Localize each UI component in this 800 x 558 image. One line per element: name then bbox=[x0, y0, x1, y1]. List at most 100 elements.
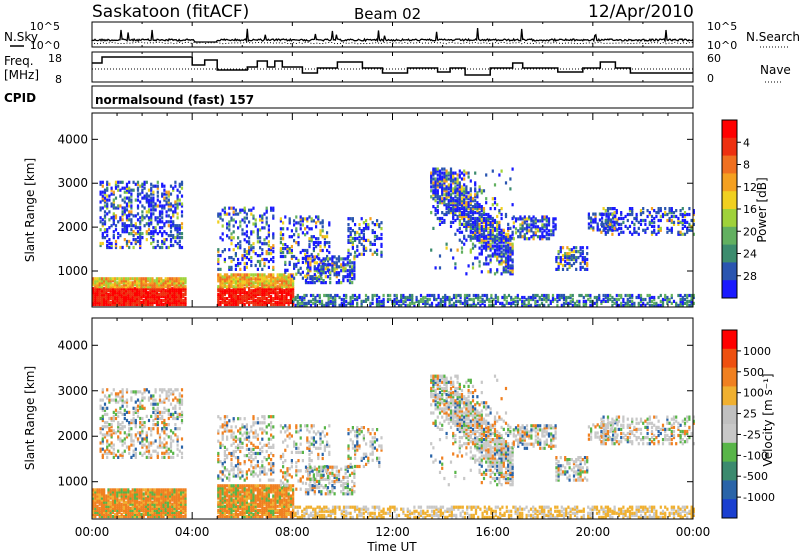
heatmap-cell bbox=[453, 302, 455, 305]
heatmap-cell bbox=[671, 227, 673, 230]
heatmap-cell bbox=[141, 197, 143, 200]
heatmap-cell bbox=[307, 281, 309, 284]
heatmap-cell bbox=[347, 261, 349, 264]
heatmap-cell bbox=[441, 172, 443, 175]
heatmap-cell bbox=[166, 197, 168, 200]
heatmap-cell bbox=[510, 296, 512, 299]
heatmap-cell bbox=[503, 245, 505, 248]
heatmap-cell bbox=[144, 224, 146, 227]
heatmap-cell bbox=[146, 181, 148, 184]
heatmap-cell bbox=[176, 277, 178, 280]
heatmap-cell bbox=[563, 294, 565, 297]
heatmap-cell bbox=[573, 262, 575, 265]
heatmap-cell bbox=[396, 294, 398, 297]
heatmap-cell bbox=[289, 247, 291, 250]
heatmap-cell bbox=[651, 219, 653, 222]
heatmap-cell bbox=[589, 300, 591, 303]
heatmap-cell bbox=[620, 223, 622, 226]
heatmap-cell bbox=[629, 207, 631, 210]
heatmap-cell bbox=[122, 199, 124, 202]
heatmap-cell bbox=[409, 302, 411, 305]
heatmap-cell bbox=[446, 185, 448, 188]
heatmap-cell bbox=[230, 289, 232, 292]
heatmap-cell bbox=[322, 225, 324, 228]
heatmap-cell bbox=[180, 277, 182, 280]
heatmap-cell bbox=[573, 250, 575, 253]
heatmap-cell bbox=[237, 505, 239, 508]
heatmap-cell bbox=[578, 300, 580, 303]
heatmap-cell bbox=[501, 229, 503, 232]
heatmap-cell bbox=[688, 229, 690, 232]
heatmap-cell bbox=[407, 296, 409, 299]
heatmap-cell bbox=[144, 181, 146, 184]
heatmap-cell bbox=[660, 219, 662, 222]
power-ylabel: Slant Range [km] bbox=[23, 158, 37, 262]
heatmap-cell bbox=[268, 273, 270, 276]
heatmap-cell bbox=[509, 243, 511, 246]
heatmap-cell bbox=[103, 277, 105, 280]
heatmap-cell bbox=[162, 279, 164, 282]
heatmap-cell bbox=[345, 263, 347, 266]
heatmap-cell bbox=[439, 223, 441, 226]
heatmap-cell bbox=[669, 298, 671, 301]
heatmap-cell bbox=[112, 488, 114, 491]
heatmap-cell bbox=[178, 277, 180, 280]
heatmap-cell bbox=[151, 488, 153, 491]
heatmap-cell bbox=[94, 277, 96, 280]
heatmap-cell bbox=[380, 243, 382, 246]
heatmap-cell bbox=[528, 237, 530, 240]
heatmap-cell bbox=[259, 260, 261, 263]
heatmap-cell bbox=[636, 231, 638, 234]
heatmap-cell bbox=[450, 207, 452, 210]
heatmap-cell bbox=[170, 216, 172, 219]
heatmap-cell bbox=[647, 294, 649, 297]
heatmap-cell bbox=[363, 227, 365, 230]
heatmap-cell bbox=[437, 205, 439, 208]
heatmap-cell bbox=[244, 238, 246, 241]
heatmap-cell bbox=[340, 263, 342, 266]
heatmap-cell bbox=[566, 268, 568, 271]
heatmap-cell bbox=[246, 266, 248, 269]
heatmap-cell bbox=[129, 281, 131, 284]
heatmap-cell bbox=[616, 298, 618, 301]
heatmap-cell bbox=[394, 294, 396, 297]
heatmap-cell bbox=[424, 300, 426, 303]
heatmap-cell bbox=[589, 294, 591, 297]
heatmap-cell bbox=[629, 213, 631, 216]
heatmap-cell bbox=[572, 294, 574, 297]
heatmap-cell bbox=[490, 207, 492, 210]
heatmap-cell bbox=[133, 234, 135, 237]
heatmap-cell bbox=[374, 294, 376, 297]
heatmap-cell bbox=[222, 218, 224, 221]
heatmap-cell bbox=[129, 507, 131, 510]
heatmap-cell bbox=[293, 233, 295, 236]
heatmap-cell bbox=[437, 201, 439, 204]
heatmap-cell bbox=[573, 254, 575, 257]
heatmap-cell bbox=[114, 277, 116, 280]
heatmap-cell bbox=[155, 246, 157, 249]
heatmap-cell bbox=[664, 207, 666, 210]
heatmap-cell bbox=[128, 197, 130, 200]
heatmap-cell bbox=[219, 254, 221, 257]
heatmap-cell bbox=[442, 296, 444, 299]
heatmap-cell bbox=[546, 223, 548, 226]
heatmap-cell bbox=[270, 295, 272, 298]
heatmap-cell bbox=[347, 302, 349, 305]
heatmap-cell bbox=[306, 302, 308, 305]
heatmap-cell bbox=[104, 220, 106, 223]
heatmap-cell bbox=[378, 237, 380, 240]
heatmap-cell bbox=[282, 237, 284, 240]
heatmap-cell bbox=[139, 185, 141, 188]
heatmap-cell bbox=[501, 245, 503, 248]
heatmap-cell bbox=[578, 294, 580, 297]
heatmap-cell bbox=[490, 254, 492, 257]
heatmap-cell bbox=[422, 296, 424, 299]
heatmap-cell bbox=[614, 221, 616, 224]
heatmap-cell bbox=[179, 244, 181, 247]
heatmap-cell bbox=[160, 299, 162, 302]
heatmap-cell bbox=[429, 294, 431, 297]
heatmap-cell bbox=[517, 300, 519, 303]
heatmap-cell bbox=[170, 234, 172, 237]
heatmap-cell bbox=[454, 172, 456, 175]
heatmap-cell bbox=[552, 229, 554, 232]
